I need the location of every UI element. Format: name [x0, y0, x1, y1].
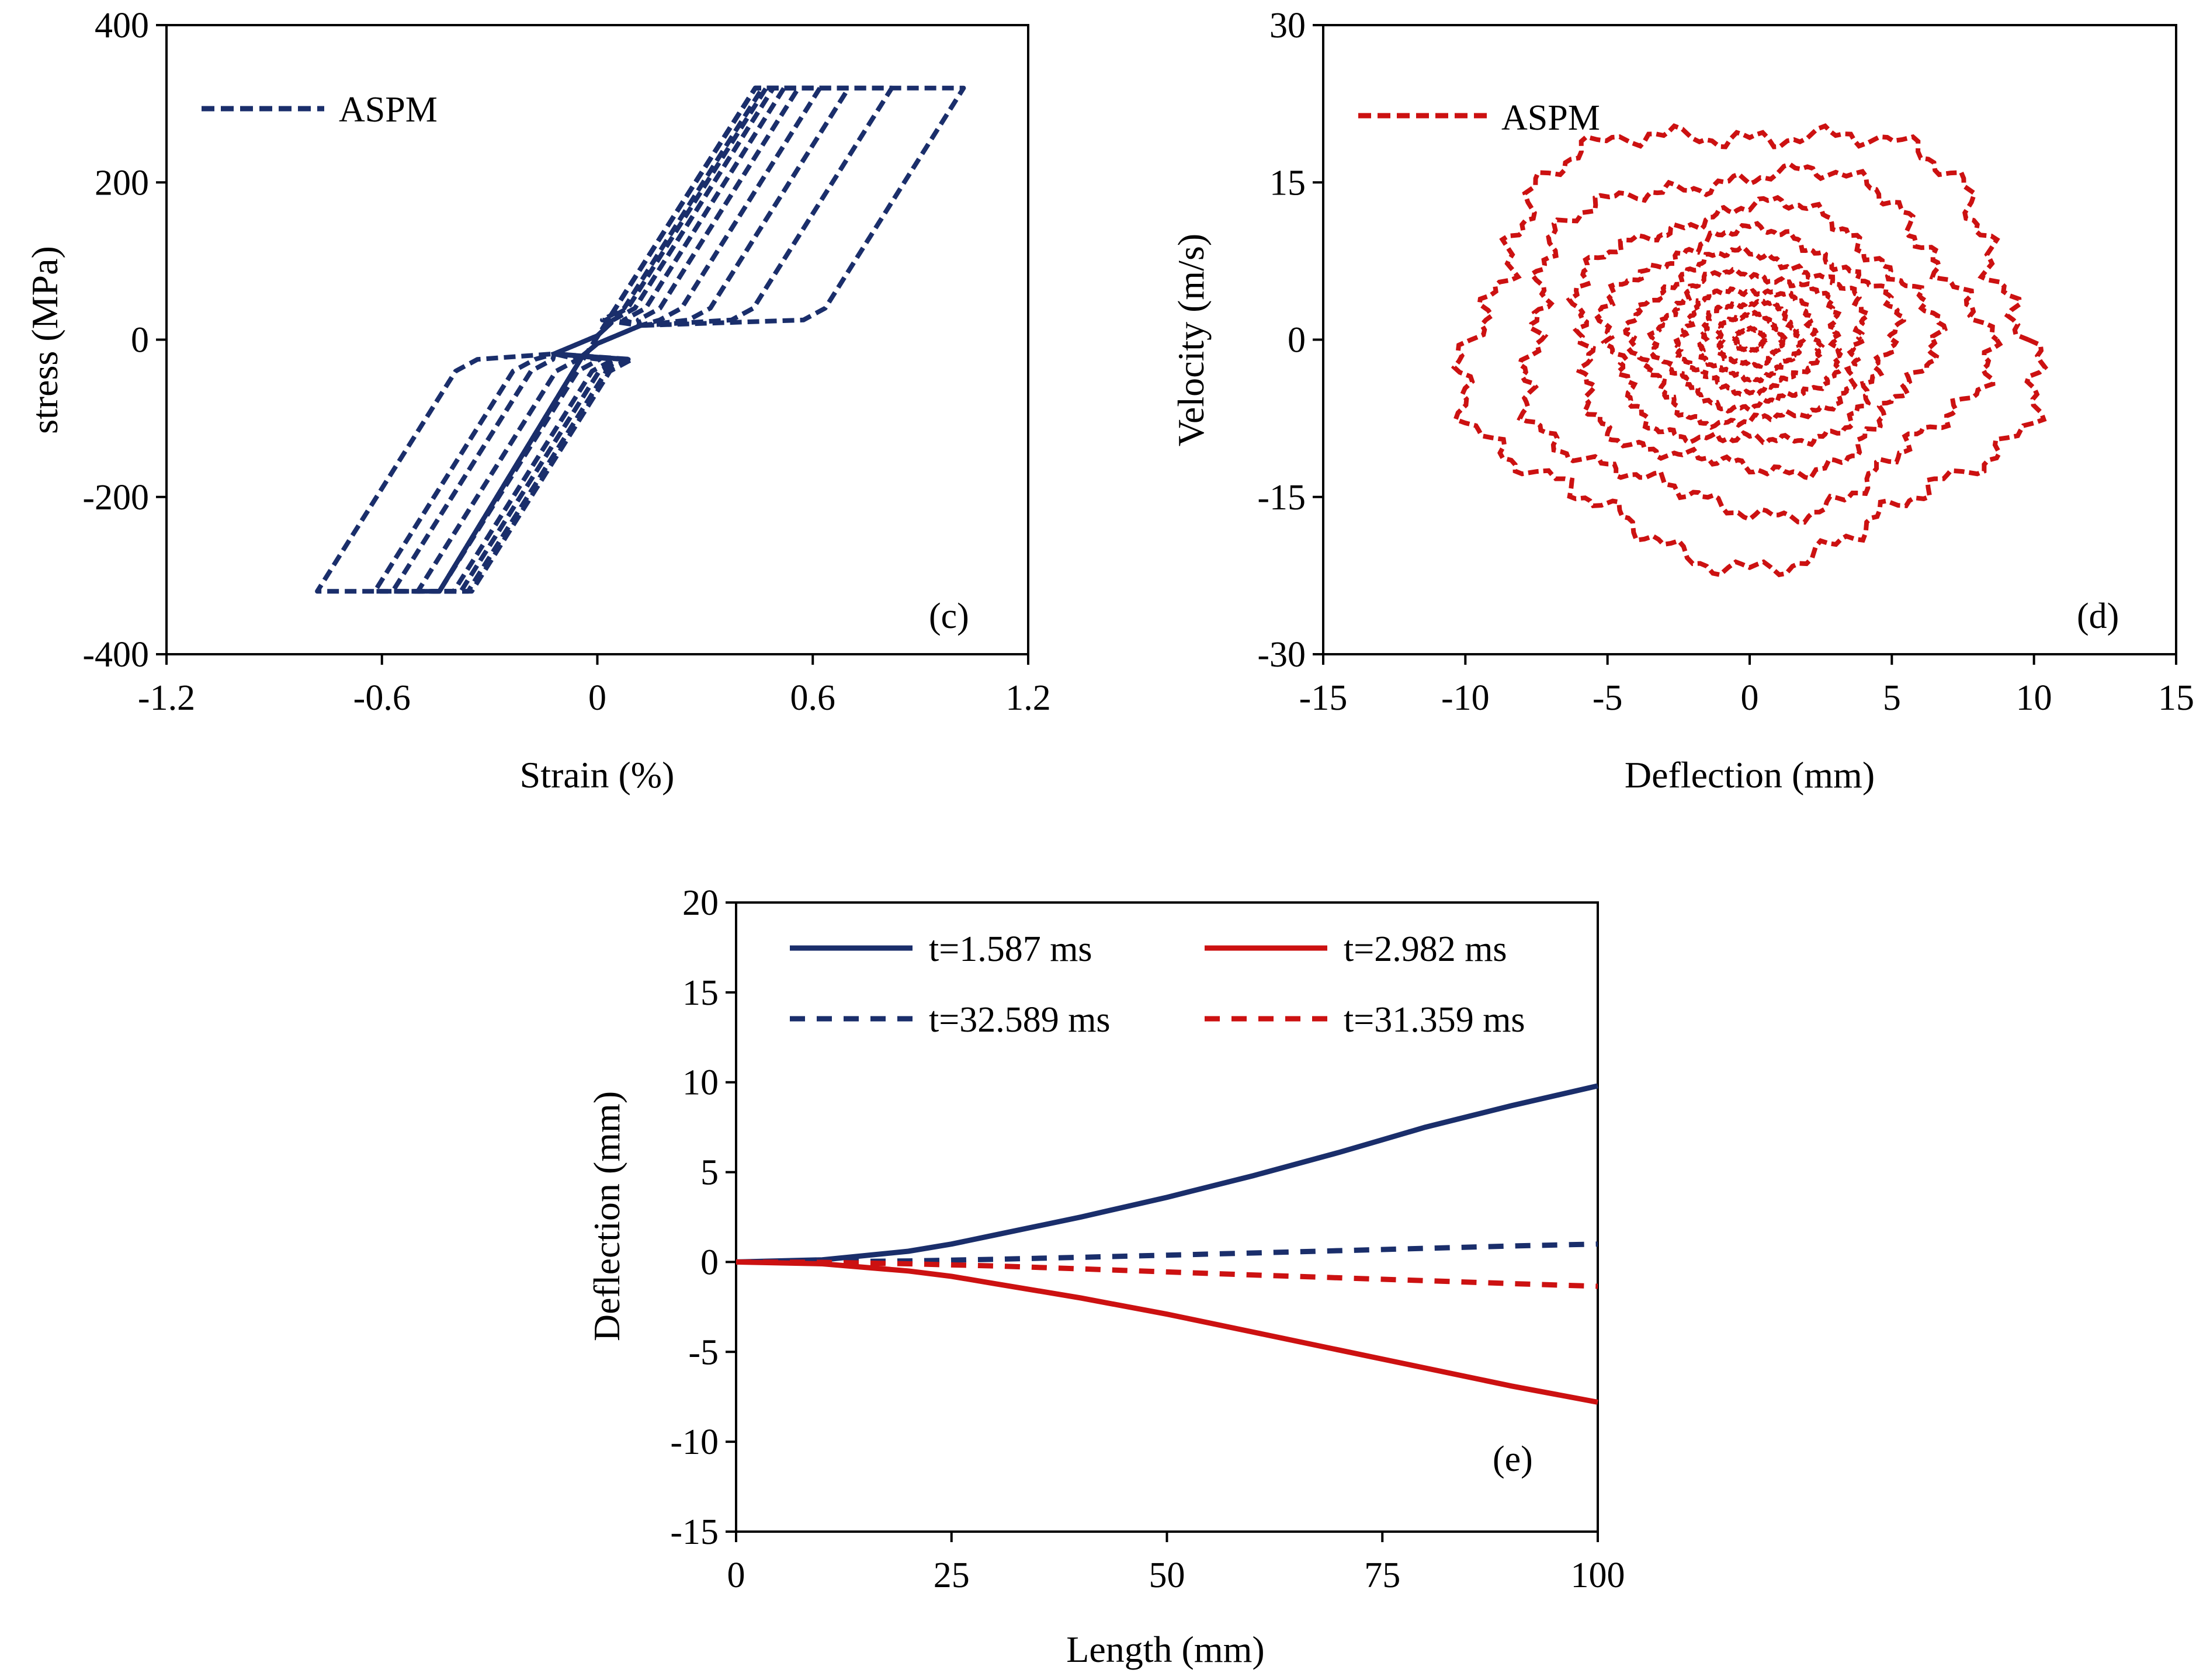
x-tick-label-d: 5	[1883, 678, 1901, 718]
panel-label-e: (e)	[1493, 1439, 1533, 1479]
x-axis-label-e: Length (mm)	[1066, 1629, 1264, 1670]
phase-orbit-6	[1673, 286, 1825, 398]
phase-orbit-8	[1715, 310, 1788, 369]
y-tick-label-d: -15	[1257, 478, 1306, 518]
y-tick-label-e: -10	[670, 1422, 719, 1462]
y-tick-label-c: -200	[82, 478, 149, 518]
y-tick-label-c: 200	[95, 163, 149, 203]
x-tick-label-e: 100	[1571, 1556, 1625, 1595]
hysteresis-loop-0	[315, 85, 966, 594]
phase-orbit-0	[1451, 123, 2049, 578]
series-line-1	[736, 1259, 1598, 1405]
legend-label-aspm-c: ASPM	[339, 90, 438, 130]
panel-label-d: (d)	[2077, 596, 2119, 636]
y-axis-label-d: Velocity (m/s)	[1170, 234, 1212, 446]
y-tick-label-e: -5	[688, 1332, 719, 1372]
y-tick-label-d: 30	[1269, 6, 1306, 46]
x-tick-label-e: 25	[934, 1556, 970, 1595]
y-tick-label-e: -15	[670, 1512, 719, 1552]
panel-label-c: (c)	[929, 596, 969, 636]
plot-area-d	[1322, 24, 2177, 655]
hysteresis-loop-4	[437, 85, 801, 594]
legend-label-t2982: t=2.982 ms	[1344, 929, 1507, 969]
legend-e: t=1.587 ms t=2.982 ms t=32.589 ms t=31.3…	[790, 929, 1525, 1040]
x-tick-label-d: 0	[1741, 678, 1759, 718]
series-line-3	[736, 1259, 1598, 1289]
x-tick-label-d: -15	[1299, 678, 1348, 718]
y-tick-label-c: 0	[131, 321, 149, 360]
legend-d: ASPM	[1358, 98, 1600, 138]
x-tick-label-d: 15	[2158, 678, 2194, 718]
legend-label-t32589: t=32.589 ms	[929, 1000, 1111, 1040]
phase-orbit-7	[1697, 298, 1806, 384]
x-tick-label-c: -0.6	[353, 678, 411, 718]
phase-orbit-3	[1594, 221, 1907, 447]
series-line-0	[736, 1083, 1599, 1265]
legend-label-t1587: t=1.587 ms	[929, 929, 1092, 969]
ticks-e: 0 25 50 75 100 -15 -10 -5 0 5 10 15 20	[670, 883, 1625, 1595]
y-tick-label-e: 20	[682, 883, 719, 923]
phase-orbit-1	[1517, 162, 2003, 525]
x-tick-label-c: 1.2	[1005, 678, 1051, 718]
panel-e-deflection-length: 0 25 50 75 100 -15 -10 -5 0 5 10 15 20 t=1.587 ms t=…	[586, 883, 1625, 1670]
hysteresis-loop-1	[372, 85, 894, 594]
y-tick-label-e: 0	[700, 1242, 719, 1282]
data-d	[1451, 123, 2049, 578]
phase-orbit-4	[1622, 245, 1871, 431]
y-tick-label-e: 10	[682, 1063, 719, 1103]
hysteresis-loop-8	[437, 85, 765, 594]
x-tick-label-d: -5	[1593, 678, 1623, 718]
x-tick-label-d: -10	[1441, 678, 1490, 718]
plot-area-e	[735, 901, 1599, 1533]
y-tick-label-c: -400	[82, 635, 149, 675]
data-c	[315, 85, 966, 594]
y-tick-label-d: -30	[1257, 635, 1306, 675]
y-tick-label-d: 15	[1269, 163, 1306, 203]
x-tick-label-c: 0.6	[790, 678, 836, 718]
y-tick-label-e: 5	[700, 1153, 719, 1193]
x-tick-label-c: 0	[588, 678, 606, 718]
phase-orbit-9	[1732, 325, 1768, 353]
y-tick-label-d: 0	[1288, 321, 1306, 360]
y-tick-label-e: 15	[682, 973, 719, 1013]
x-tick-label-c: -1.2	[138, 678, 195, 718]
data-e	[736, 1083, 1599, 1405]
x-tick-label-e: 50	[1149, 1556, 1185, 1595]
hysteresis-loop-2	[390, 85, 851, 594]
y-tick-label-c: 400	[95, 6, 149, 46]
hysteresis-loop-3	[415, 85, 823, 594]
x-axis-label-d: Deflection (mm)	[1625, 754, 1875, 796]
ticks-c: -1.2 -0.6 0 0.6 1.2 -400 -200 0 200 400	[82, 6, 1050, 718]
legend-c: ASPM	[202, 90, 438, 130]
phase-orbit-5	[1647, 267, 1844, 414]
x-tick-label-d: 10	[2016, 678, 2052, 718]
y-axis-label-c: stress (MPa)	[24, 246, 65, 434]
y-axis-label-e: Deflection (mm)	[586, 1091, 627, 1341]
x-tick-label-e: 75	[1364, 1556, 1400, 1595]
legend-label-t31359: t=31.359 ms	[1344, 1000, 1525, 1040]
legend-label-aspm-d: ASPM	[1501, 98, 1600, 138]
x-axis-label-c: Strain (%)	[520, 754, 675, 796]
phase-orbit-2	[1566, 195, 1948, 481]
x-tick-label-e: 0	[727, 1556, 745, 1595]
